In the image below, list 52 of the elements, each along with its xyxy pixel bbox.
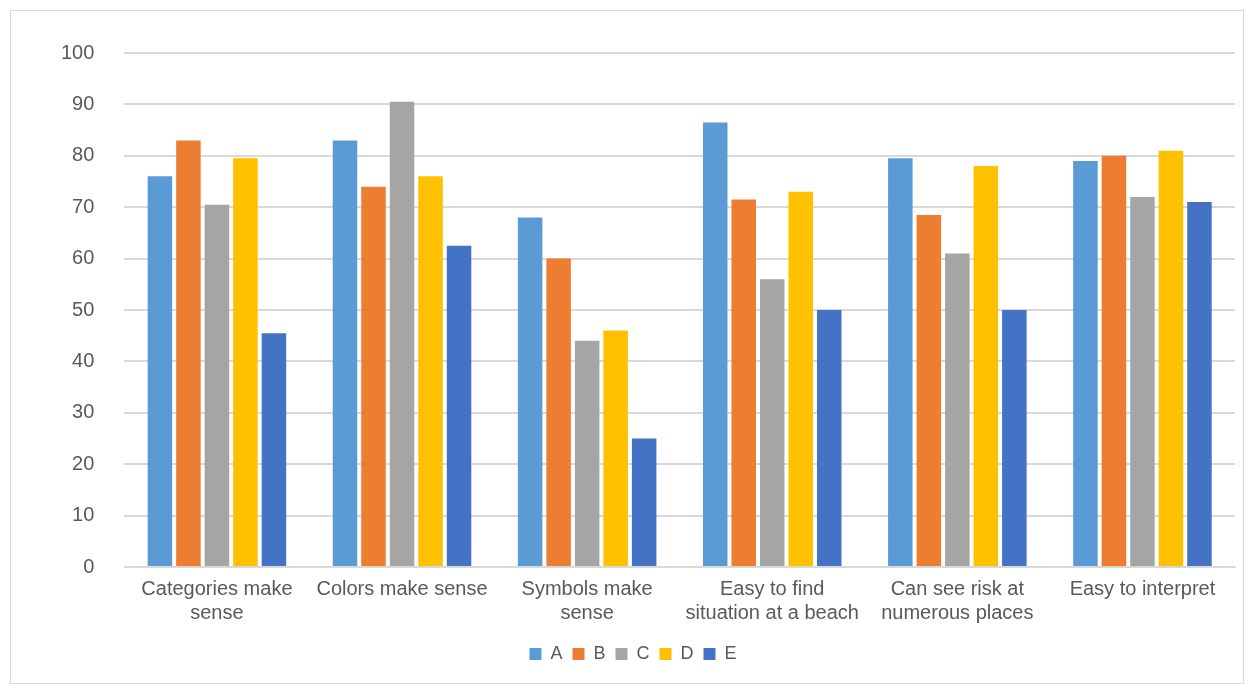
bar	[1130, 196, 1155, 566]
bar	[332, 140, 358, 566]
y-tick-label: 10	[72, 503, 95, 526]
bar	[816, 310, 842, 566]
x-tick-label: Easy to find situation at a beach	[685, 576, 859, 623]
y-tick-label: 70	[72, 194, 95, 217]
bar	[702, 122, 728, 566]
bar	[603, 330, 628, 566]
bar	[631, 438, 657, 566]
bar	[759, 279, 785, 566]
bar	[204, 204, 230, 566]
legend-label: D	[680, 642, 694, 663]
bar	[973, 166, 999, 566]
bar	[446, 245, 472, 566]
x-tick-label: Categories make sense	[141, 576, 293, 623]
y-tick-label: 60	[72, 246, 95, 269]
y-tick-label: 0	[83, 554, 95, 577]
x-tick-label: Colors make sense	[316, 576, 488, 599]
bar	[261, 333, 287, 566]
bar	[916, 214, 942, 566]
bar	[574, 340, 600, 566]
bar	[147, 176, 173, 566]
bar	[1101, 155, 1127, 566]
y-tick-label: 90	[72, 91, 95, 114]
bar	[731, 199, 756, 566]
bar	[1073, 160, 1098, 566]
bar	[888, 158, 913, 566]
y-tick-label: 100	[60, 40, 95, 63]
y-tick-label: 40	[72, 348, 95, 371]
x-tick-label: Can see risk at numerous places	[881, 576, 1034, 623]
bar	[233, 158, 258, 566]
legend-label: E	[724, 642, 737, 663]
bar	[1158, 150, 1184, 566]
y-tick-label: 80	[72, 143, 95, 166]
bar	[517, 217, 543, 566]
bar	[788, 191, 813, 566]
bar	[418, 176, 443, 566]
x-tick-label: Symbols make sense	[521, 576, 653, 623]
bar	[546, 258, 571, 566]
bar	[389, 101, 415, 566]
bar	[1002, 310, 1027, 566]
y-tick-label: 20	[72, 451, 95, 474]
bar	[361, 186, 386, 566]
bar	[945, 253, 970, 566]
y-tick-label: 30	[72, 400, 95, 423]
x-tick-label: Easy to interpret	[1069, 576, 1216, 599]
bar	[176, 140, 201, 566]
legend-label: B	[593, 642, 606, 663]
bar	[1187, 202, 1212, 566]
legend-label: C	[636, 642, 650, 663]
legend-label: A	[550, 642, 563, 663]
y-tick-label: 50	[72, 297, 95, 320]
